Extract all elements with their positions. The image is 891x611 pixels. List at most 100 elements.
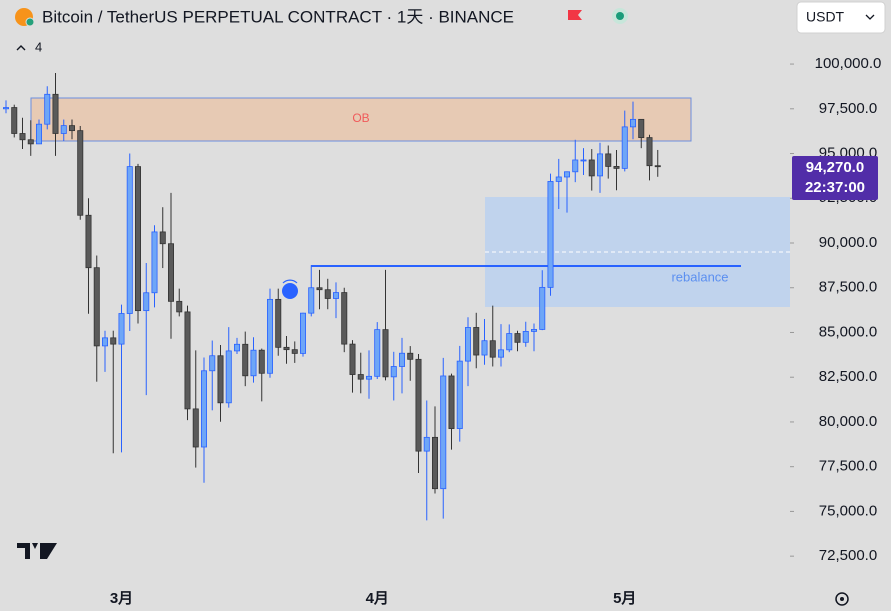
candle-body <box>316 287 323 291</box>
candle-body <box>456 360 463 429</box>
candle-body <box>374 329 381 377</box>
symbol-title: Bitcoin / TetherUS PERPETUAL CONTRACT · … <box>42 7 514 26</box>
candle-body <box>547 181 554 288</box>
candle-body <box>440 375 447 490</box>
candle-body <box>250 349 257 377</box>
candle-body <box>580 159 587 162</box>
indicator-count: 4 <box>35 39 42 54</box>
candle-body <box>52 93 59 134</box>
candle-body <box>481 340 488 356</box>
candle-body <box>258 349 265 374</box>
candle-body <box>19 133 26 141</box>
dropdown-arrow <box>865 14 875 20</box>
candle-body <box>365 375 372 380</box>
y-tick-label: 77,500.0 <box>819 458 877 475</box>
candle-body <box>283 346 290 351</box>
y-tick-label: 80,000.0 <box>819 413 877 430</box>
candle-body <box>341 292 348 345</box>
candle-body <box>27 139 34 145</box>
candle-body <box>506 333 513 351</box>
candle-body <box>176 300 183 313</box>
candle-body <box>299 312 306 354</box>
candle-body <box>588 159 595 177</box>
quote-icon <box>25 17 35 27</box>
flag[interactable] <box>568 10 582 20</box>
collapse-icon[interactable] <box>16 45 26 51</box>
candle-body <box>415 358 422 452</box>
candle-body <box>407 352 414 360</box>
candle-body <box>184 311 191 410</box>
settings-icon[interactable] <box>835 592 849 606</box>
candle-body <box>497 349 504 358</box>
candle-body <box>110 337 117 345</box>
candle-body <box>60 125 67 134</box>
candle-body <box>93 267 100 347</box>
candle-body <box>654 165 661 168</box>
drawings: OB rebalance <box>30 97 790 307</box>
candle-body <box>291 349 298 354</box>
y-tick-label: 75,000.0 <box>819 502 877 519</box>
candle-body <box>431 436 438 490</box>
y-tick-label: 97,500.0 <box>819 100 877 117</box>
candle-body <box>233 343 240 352</box>
y-tick-label: 87,500.0 <box>819 279 877 296</box>
header: Bitcoin / TetherUS PERPETUAL CONTRACT · … <box>15 1 886 54</box>
candle-body <box>69 125 76 132</box>
status-dot <box>616 12 624 20</box>
last-price: 94,270.0 22:37:00 <box>792 156 878 200</box>
candle-body <box>225 350 232 404</box>
candle-body <box>143 292 150 312</box>
candle-body <box>192 408 199 448</box>
ob-box <box>30 97 692 142</box>
candle-body <box>134 166 141 312</box>
candle-body <box>242 343 249 377</box>
y-tick-label: 85,000.0 <box>819 323 877 340</box>
marker <box>282 279 298 299</box>
candle-body <box>11 107 18 134</box>
candle-body <box>464 327 471 362</box>
candle-body <box>613 166 620 169</box>
candle-body <box>357 374 364 380</box>
candle-body <box>3 107 9 110</box>
candle-body <box>308 287 315 314</box>
event-marker[interactable] <box>282 283 298 299</box>
settings-dot <box>840 597 844 601</box>
candle-body <box>349 343 356 375</box>
candle-body <box>44 93 51 125</box>
price-box <box>792 156 878 200</box>
candle-body <box>564 171 571 178</box>
rebalance-label: rebalance <box>671 269 728 284</box>
candle-body <box>390 366 397 378</box>
logo <box>17 543 849 606</box>
candle-body <box>522 331 529 343</box>
candle-body <box>597 153 604 177</box>
candle-body <box>324 289 331 299</box>
candle-body <box>85 214 92 269</box>
candle-body <box>167 243 174 302</box>
currency-select[interactable] <box>796 1 886 34</box>
candle-body <box>605 153 612 167</box>
candle-body <box>621 126 628 169</box>
x-tick-label: 4月 <box>366 590 389 607</box>
candle-body <box>217 355 224 404</box>
candle-body <box>102 337 109 347</box>
candles <box>3 73 661 521</box>
candle-body <box>209 355 216 372</box>
candle-body <box>423 436 430 452</box>
candle-body <box>126 166 133 314</box>
y-tick-label: 82,500.0 <box>819 368 877 385</box>
candle-body <box>539 286 546 330</box>
candle-body <box>514 333 521 343</box>
candle-body <box>118 313 125 345</box>
candle-body <box>646 137 653 167</box>
tv-logo[interactable] <box>17 543 57 559</box>
y-tick-label: 72,500.0 <box>819 547 877 564</box>
countdown: 22:37:00 <box>805 179 865 196</box>
candle-body <box>77 130 84 216</box>
candle-body <box>531 329 538 332</box>
candle-body <box>448 375 455 429</box>
candle-body <box>151 231 158 294</box>
x-tick-label: 3月 <box>110 590 133 607</box>
y-tick-label: 100,000.0 <box>815 55 882 72</box>
candle-body <box>572 159 579 173</box>
